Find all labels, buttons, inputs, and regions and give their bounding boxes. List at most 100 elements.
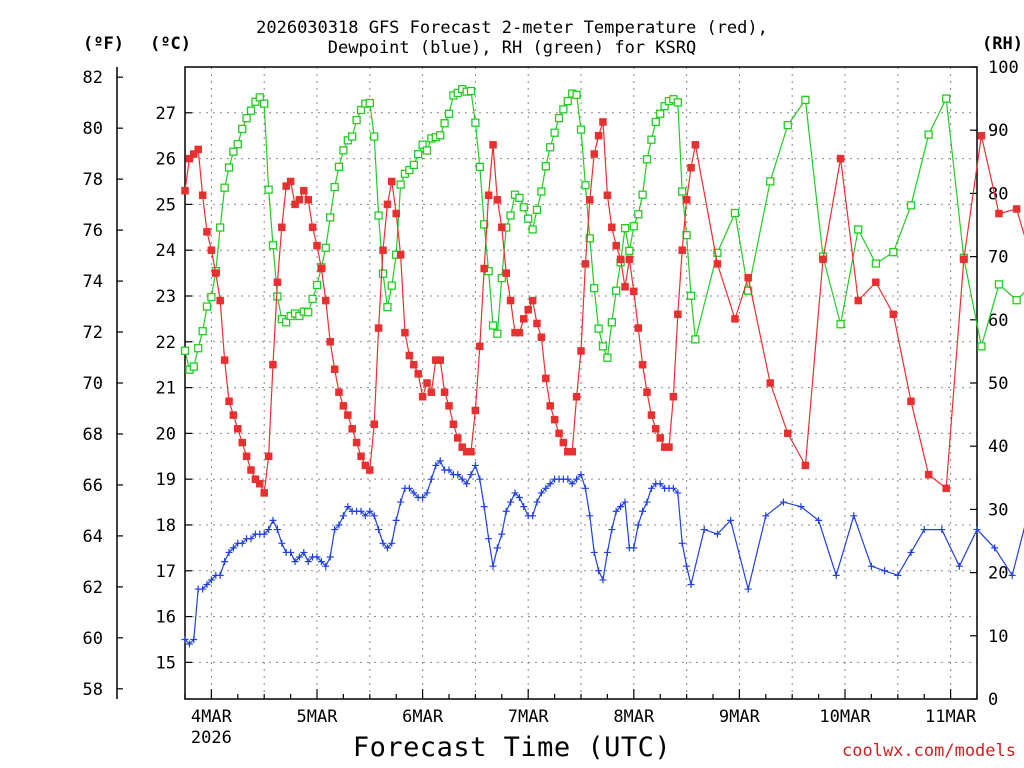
left-axis: 58 60 62 64 66 68 70 72 74 76 78 80 82 15 16 17 18 19 20 21… bbox=[83, 67, 192, 700]
temperature-point bbox=[537, 333, 546, 341]
rh-point bbox=[383, 303, 392, 312]
temperature-point bbox=[291, 200, 299, 209]
dewpoint-point bbox=[454, 471, 462, 479]
dewpoint-point bbox=[493, 544, 501, 552]
dewpoint-point bbox=[419, 493, 427, 501]
dewpoint-point bbox=[278, 539, 286, 547]
temperature-point bbox=[960, 255, 968, 264]
dewpoint-point bbox=[370, 512, 378, 520]
temperature-point bbox=[247, 466, 255, 474]
rh-tick-label: 20 bbox=[988, 564, 1008, 584]
rh-point bbox=[422, 146, 432, 155]
dewpoint-point bbox=[238, 539, 246, 547]
temperature-point bbox=[731, 315, 739, 323]
rh-point bbox=[216, 223, 225, 232]
temperature-point bbox=[872, 278, 880, 286]
rh-point bbox=[387, 281, 396, 290]
rh-point bbox=[528, 225, 537, 234]
dewpoint-point bbox=[265, 526, 273, 534]
dewpoint-point bbox=[520, 503, 528, 511]
temperature-point bbox=[304, 196, 312, 204]
rh-point bbox=[194, 344, 203, 353]
temperature-point bbox=[414, 370, 422, 378]
dewpoint-point bbox=[221, 558, 229, 566]
temperature-point bbox=[889, 310, 898, 319]
temperature-point bbox=[264, 452, 273, 461]
dewpoint-point bbox=[326, 553, 334, 561]
rh-point bbox=[418, 140, 427, 149]
x-tick-label-year: 2026 bbox=[191, 728, 232, 748]
fahrenheit-tick-label: 78 bbox=[83, 170, 103, 190]
temperature-point bbox=[185, 154, 194, 163]
fahrenheit-tick-label: 80 bbox=[83, 119, 103, 139]
unit-label-rh: (RH) bbox=[982, 34, 1023, 54]
dewpoint-point bbox=[480, 503, 488, 511]
dewpoint-point bbox=[647, 484, 655, 492]
series-relative-humidity bbox=[180, 84, 1024, 374]
temperature-point bbox=[454, 434, 462, 442]
temperature-point bbox=[638, 360, 647, 369]
temperature-point bbox=[260, 489, 268, 497]
temperature-point bbox=[440, 388, 449, 396]
dewpoint-point bbox=[203, 581, 211, 589]
rh-tick-label: 100 bbox=[988, 58, 1019, 78]
dewpoint-point bbox=[564, 475, 572, 483]
temperature-point bbox=[995, 209, 1003, 218]
temperature-point bbox=[471, 406, 480, 415]
dewpoint-point bbox=[542, 484, 550, 492]
temperature-point bbox=[572, 392, 581, 401]
temperature-point bbox=[256, 480, 264, 488]
temperature-point bbox=[555, 429, 563, 438]
rh-point bbox=[229, 147, 238, 156]
rh-point bbox=[251, 97, 260, 106]
temperature-point bbox=[836, 154, 845, 163]
dewpoint-point bbox=[216, 571, 224, 579]
rh-point bbox=[440, 119, 449, 128]
credit-link[interactable]: coolwx.com/models bbox=[842, 741, 1016, 761]
dewpoint-point bbox=[458, 475, 466, 483]
rh-point bbox=[563, 96, 572, 106]
temperature-line bbox=[184, 121, 1024, 496]
rh-point bbox=[180, 346, 190, 355]
temperature-point bbox=[678, 246, 686, 254]
temperature-point bbox=[594, 131, 603, 140]
dewpoint-point bbox=[199, 585, 207, 593]
dewpoint-point bbox=[991, 544, 999, 552]
temperature-point bbox=[533, 319, 541, 328]
rh-point bbox=[612, 286, 621, 295]
temperature-point bbox=[669, 392, 678, 401]
dewpoint-point bbox=[850, 512, 858, 520]
rh-point bbox=[678, 187, 687, 196]
temperature-point bbox=[212, 269, 220, 277]
temperature-point bbox=[616, 255, 625, 264]
dewpoint-point bbox=[608, 526, 616, 534]
unit-label-fahrenheit: (ºF) bbox=[83, 34, 124, 54]
rh-point bbox=[629, 222, 638, 231]
rh-point bbox=[656, 109, 665, 118]
rh-tick-label: 70 bbox=[988, 248, 1008, 268]
temperature-point bbox=[1012, 205, 1021, 213]
dewpoint-point bbox=[322, 562, 330, 570]
temperature-point bbox=[207, 246, 216, 254]
temperature-point bbox=[652, 425, 660, 433]
dewpoint-point bbox=[881, 567, 889, 575]
dewpoint-point bbox=[392, 516, 400, 524]
rh-point bbox=[515, 193, 524, 202]
dewpoint-point bbox=[643, 498, 651, 506]
rh-tick-label: 90 bbox=[988, 121, 1008, 141]
temperature-point bbox=[784, 429, 792, 438]
rh-point bbox=[330, 182, 339, 192]
temperature-point bbox=[269, 360, 277, 369]
temperature-point bbox=[344, 411, 352, 419]
dewpoint-point bbox=[375, 526, 383, 534]
dewpoint-point bbox=[436, 457, 444, 465]
rh-point bbox=[246, 106, 256, 115]
dewpoint-point bbox=[713, 530, 721, 538]
temperature-point bbox=[251, 475, 260, 483]
dewpoint-point bbox=[815, 516, 823, 524]
temperature-point bbox=[559, 438, 568, 447]
x-tick-label: 10MAR bbox=[819, 707, 871, 727]
dewpoint-point bbox=[207, 576, 215, 584]
temperature-point bbox=[608, 223, 616, 232]
dewpoint-point bbox=[397, 498, 405, 506]
